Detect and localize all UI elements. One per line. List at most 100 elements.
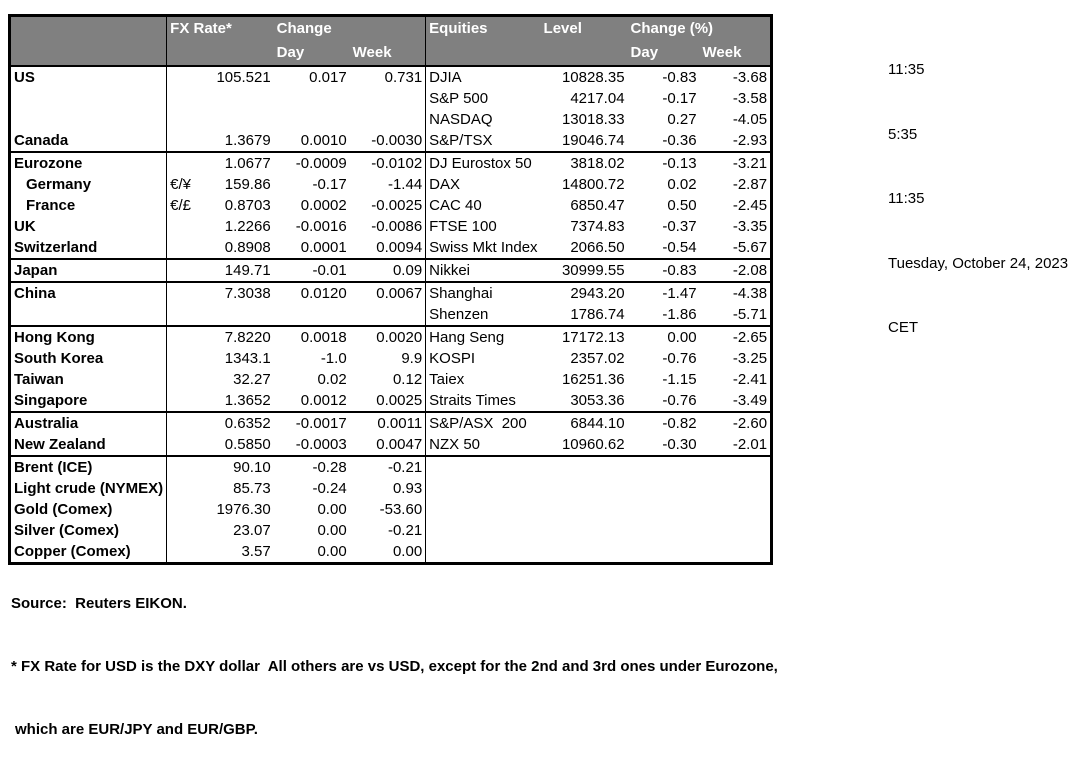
equity-day-change-cell bbox=[628, 478, 700, 499]
equity-day-change-cell: -1.15 bbox=[662, 371, 697, 388]
fx-rate-cell: 1.3679 bbox=[224, 132, 271, 149]
table-row: Japan 149.71 -0.01 0.09 Nikkei 30999.55 -0.83-… bbox=[9, 258, 772, 282]
fx-rate-cell bbox=[202, 88, 274, 109]
table-row: Gold (Comex) 1976.30 0.00 -53.60 bbox=[10, 499, 772, 520]
equity-level-cell bbox=[540, 455, 628, 478]
equity-level-cell: 30999.55 bbox=[540, 258, 628, 282]
equity-week-change-cell: -2.45 bbox=[732, 197, 768, 214]
fx-day-change-cell: 0.0010 bbox=[300, 132, 347, 149]
equity-week-change-cell bbox=[700, 478, 772, 499]
equity-level-cell bbox=[541, 478, 628, 499]
fx-week-change-cell bbox=[350, 88, 426, 109]
fx-week-change-cell bbox=[350, 109, 426, 130]
fx-day-change-cell: -0.01 bbox=[273, 258, 350, 282]
equity-week-change-cell: -2.60 bbox=[699, 411, 772, 434]
fx-rate-cell: 105.521 bbox=[216, 69, 271, 86]
empty-header-cell bbox=[540, 41, 628, 66]
equity-week-change-cell: -2.41 bbox=[732, 371, 768, 388]
equity-level-cell bbox=[541, 499, 628, 520]
country-cell: Silver (Comex) bbox=[14, 522, 120, 539]
currency-pair-cell bbox=[166, 281, 202, 304]
market-summary-table: FX Rate* Change Equities Level Change (%… bbox=[8, 14, 774, 565]
fx-week-change-cell: 0.0011 bbox=[349, 411, 426, 434]
equity-index-cell bbox=[425, 499, 541, 520]
equity-level-cell: 4217.04 bbox=[570, 90, 625, 107]
country-cell: Brent (ICE) bbox=[9, 455, 167, 478]
equity-index-cell: NASDAQ bbox=[425, 109, 541, 130]
table-row: NASDAQ 13018.33 0.27 -4.05 bbox=[10, 109, 772, 130]
fx-day-change-cell bbox=[274, 304, 350, 326]
equity-index-cell: KOSPI bbox=[425, 348, 541, 369]
empty-header-cell bbox=[425, 41, 541, 66]
table-section: Japan 149.71 -0.01 0.09 Nikkei 30999.55 -0.83-… bbox=[9, 258, 772, 282]
equity-day-change-cell: -0.54 bbox=[662, 239, 697, 256]
table-section: Eurozone 1.0677 -0.0009 -0.0102 DJ Eurostox … bbox=[9, 151, 772, 259]
fx-week-change-cell: -53.60 bbox=[379, 501, 423, 518]
equity-week-change-cell: -2.65 bbox=[699, 325, 772, 348]
country-cell: Germany bbox=[26, 176, 92, 193]
equity-index-cell bbox=[425, 455, 541, 478]
equity-week-change-cell: -3.49 bbox=[732, 392, 768, 409]
table-footer: Source: Reuters EIKON. * FX Rate for USD… bbox=[11, 551, 778, 761]
equity-level-cell: 13018.33 bbox=[561, 111, 625, 128]
fx-week-change-cell: -0.21 bbox=[349, 455, 426, 478]
table-row: Taiwan 32.27 0.02 0.12 Taiex 16251.36 -1.15 -2.… bbox=[10, 369, 772, 390]
fx-rate-cell: 3.57 bbox=[241, 543, 271, 560]
table-row: Eurozone 1.0677 -0.0009 -0.0102 DJ Eurostox … bbox=[9, 151, 772, 174]
equity-day-change-cell: -0.83 bbox=[627, 258, 700, 282]
table-row: S&P 500 4217.04 -0.17 -3.58 bbox=[10, 88, 772, 109]
fx-rate-cell: 159.86 bbox=[224, 176, 271, 193]
equity-index-cell: Straits Times bbox=[425, 390, 541, 412]
table-row: Light crude (NYMEX) 85.73 -0.24 0.93 bbox=[10, 478, 772, 499]
equity-day-change-cell: -0.17 bbox=[662, 90, 697, 107]
equity-week-change-cell: -2.01 bbox=[732, 436, 768, 453]
fx-rate-cell: 32.27 bbox=[233, 371, 271, 388]
equity-day-change-cell: -1.47 bbox=[627, 281, 700, 304]
fx-rate-cell: 7.3038 bbox=[201, 281, 274, 304]
currency-pair-cell bbox=[166, 216, 202, 237]
table-header: FX Rate* Change Equities Level Change (%… bbox=[9, 15, 772, 66]
fx-day-change-cell: 0.0012 bbox=[300, 392, 347, 409]
equity-day-change-cell bbox=[628, 499, 700, 520]
equity-day-change-cell: -0.37 bbox=[662, 218, 697, 235]
currency-pair-cell bbox=[166, 499, 202, 520]
fx-day-change-cell: 0.00 bbox=[317, 501, 347, 518]
equity-index-cell: Hang Seng bbox=[425, 325, 541, 348]
fx-rate-cell: 85.73 bbox=[233, 480, 271, 497]
fx-rate-cell: 7.8220 bbox=[201, 325, 274, 348]
fx-week-change-cell: 0.0020 bbox=[349, 325, 426, 348]
fx-day-change-cell: 0.017 bbox=[309, 69, 347, 86]
table-section: Hong Kong 7.8220 0.0018 0.0020 Hang Seng 1717… bbox=[9, 325, 772, 412]
date-line: Tuesday, October 24, 2023 bbox=[888, 254, 1069, 272]
country-cell: Singapore bbox=[14, 392, 88, 409]
equity-index-cell: FTSE 100 bbox=[425, 216, 541, 237]
equity-day-change-cell: -0.13 bbox=[627, 151, 700, 174]
equity-index-cell: S&P 500 bbox=[425, 88, 541, 109]
fx-week-change-cell bbox=[350, 304, 426, 326]
equity-week-change-cell: -4.05 bbox=[732, 111, 768, 128]
equity-level-cell: 17172.13 bbox=[540, 325, 628, 348]
equity-level-cell: 16251.36 bbox=[561, 371, 625, 388]
fx-week-change-cell: 0.0094 bbox=[376, 239, 423, 256]
currency-pair-cell bbox=[166, 88, 202, 109]
timestamp-line: 5:35 bbox=[888, 125, 918, 143]
equity-week-change-cell: -3.25 bbox=[732, 350, 768, 367]
fx-rate-cell: 1976.30 bbox=[216, 501, 271, 518]
equity-week-change-cell: -5.71 bbox=[732, 306, 768, 323]
equity-week-change-cell bbox=[700, 520, 772, 541]
table-section: US 105.521 0.017 0.731 DJIA 10828.35 -0.83 -3.6… bbox=[10, 66, 772, 152]
equity-index-cell: Taiex bbox=[425, 369, 541, 390]
table-row: Brent (ICE) 90.10 -0.28 -0.21 bbox=[9, 455, 772, 478]
country-cell: Gold (Comex) bbox=[14, 501, 113, 518]
equity-day-change-cell: -0.76 bbox=[662, 392, 697, 409]
equity-index-cell: DJ Eurostox 50 bbox=[425, 151, 541, 174]
fx-day-change-cell bbox=[274, 109, 350, 130]
country-cell: Eurozone bbox=[9, 151, 167, 174]
timestamp-line: 11:35 bbox=[888, 61, 925, 78]
equity-week-change-cell: -3.58 bbox=[732, 90, 768, 107]
fx-day-change-cell: 0.00 bbox=[317, 543, 347, 560]
currency-pair-cell bbox=[166, 455, 202, 478]
table-row: Australia 0.6352 -0.0017 0.0011 S&P/ASX 200 6… bbox=[9, 411, 772, 434]
equity-week-change-cell: -3.35 bbox=[732, 218, 768, 235]
fx-day-change-cell: -0.0017 bbox=[273, 411, 350, 434]
